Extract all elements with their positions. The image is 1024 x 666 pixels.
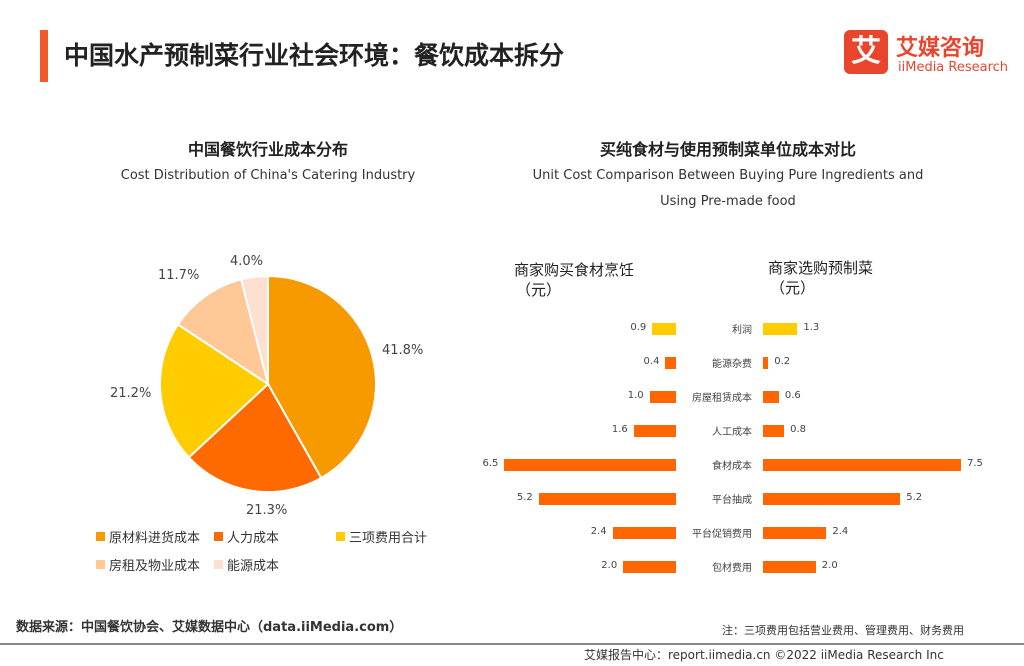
- pie-label: 21.3%: [246, 503, 288, 518]
- legend-item: 人力成本: [214, 527, 279, 546]
- pie-label: 11.7%: [158, 268, 200, 283]
- bar-right: [763, 527, 827, 539]
- bar-left: [504, 459, 676, 471]
- title-accent-bar: [40, 30, 48, 82]
- bar-right-value: 0.6: [784, 390, 801, 401]
- logo-text-en: iiMedia Research: [898, 60, 1009, 75]
- legend-label: 三项费用合计: [349, 531, 428, 546]
- left-series-unit: （元）: [516, 281, 562, 299]
- bar-left-value: 6.5: [482, 458, 499, 469]
- bar-right-value: 0.8: [790, 424, 807, 435]
- bar-left-value: 2.4: [590, 526, 607, 537]
- bar-right-value: 5.2: [906, 492, 923, 503]
- bar-left-value: 0.9: [630, 322, 647, 333]
- bar-category-label: 人工成本: [712, 427, 752, 438]
- bar-right: [763, 391, 779, 403]
- legend-label: 原材料进货成本: [109, 531, 201, 546]
- bar-right: [763, 459, 961, 471]
- pie-chart-subtitle: Cost Distribution of China's Catering In…: [120, 168, 416, 183]
- legend-item: 原材料进货成本: [96, 527, 200, 546]
- bar-right: [763, 323, 798, 335]
- bar-right: [763, 561, 816, 573]
- bar-category-label: 房屋租赁成本: [692, 393, 752, 404]
- legend-label: 人力成本: [227, 531, 280, 546]
- bar-left: [652, 323, 676, 335]
- bar-left: [612, 527, 676, 539]
- bar-right: [763, 493, 901, 505]
- bar-left: [665, 357, 676, 369]
- legend-swatch: [96, 560, 105, 569]
- pie-label: 4.0%: [230, 254, 264, 269]
- legend-item: 能源成本: [214, 555, 279, 574]
- bar-category-label: 利润: [732, 325, 752, 336]
- bar-category-label: 平台促销费用: [692, 529, 752, 540]
- legend-swatch: [214, 532, 223, 541]
- legend-swatch: [336, 532, 345, 541]
- footer-report: 艾媒报告中心：report.iimedia.cn ©2022 iiMedia R…: [584, 648, 944, 662]
- bar-category-label: 能源杂费: [712, 359, 752, 370]
- legend-item: 房租及物业成本: [96, 555, 200, 574]
- bar-left-value: 2.0: [601, 560, 618, 571]
- bar-left-value: 1.0: [627, 390, 644, 401]
- footer-divider: [0, 643, 1024, 645]
- pie-chart: [159, 274, 377, 493]
- pie-label: 21.2%: [110, 386, 152, 401]
- legend-swatch: [214, 560, 223, 569]
- legend-label: 房租及物业成本: [109, 559, 201, 574]
- logo-icon: 艾: [844, 30, 888, 74]
- bar-right: [763, 425, 785, 437]
- bar-right: [763, 357, 769, 369]
- right-series-unit: （元）: [770, 279, 816, 297]
- bar-left: [623, 561, 676, 573]
- bar-right-value: 0.2: [774, 356, 791, 367]
- logo-text-cn: 艾媒咨询: [896, 36, 985, 61]
- bar-left: [633, 425, 676, 437]
- pie-slice: [176, 278, 270, 387]
- pie-label: 41.8%: [382, 343, 424, 358]
- page-title: 中国水产预制菜行业社会环境：餐饮成本拆分: [64, 41, 565, 70]
- bar-left-value: 0.4: [643, 356, 660, 367]
- bar-left: [538, 493, 676, 505]
- pie-slice: [159, 323, 270, 459]
- bar-chart-subtitle-2: Using Pre-made food: [660, 194, 796, 209]
- pie-slice: [187, 382, 323, 493]
- left-series-name: 商家购买食材烹饪: [514, 261, 635, 279]
- pie-slice: [267, 274, 377, 480]
- data-source: 数据来源：中国餐饮协会、艾媒数据中心（data.iiMedia.com）: [16, 620, 403, 635]
- right-series-name: 商家选购预制菜: [768, 259, 874, 277]
- bar-right-value: 7.5: [967, 458, 983, 469]
- bar-left: [649, 391, 676, 403]
- pie-chart-title: 中国餐饮行业成本分布: [187, 140, 348, 159]
- bar-left-value: 5.2: [516, 492, 533, 503]
- bar-category-label: 食材成本: [712, 461, 752, 472]
- legend-item: 三项费用合计: [336, 527, 427, 546]
- bar-right-value: 1.3: [803, 322, 820, 333]
- footnote: 注：三项费用包括营业费用、管理费用、财务费用: [722, 624, 964, 637]
- legend-swatch: [96, 532, 105, 541]
- bar-category-label: 平台抽成: [712, 495, 752, 506]
- bar-category-label: 包材费用: [712, 563, 752, 574]
- legend-label: 能源成本: [227, 559, 280, 574]
- bar-chart-title: 买纯食材与使用预制菜单位成本对比: [599, 140, 856, 159]
- bar-right-value: 2.4: [832, 526, 849, 537]
- bar-left-value: 1.6: [611, 424, 628, 435]
- bar-chart-subtitle-1: Unit Cost Comparison Between Buying Pure…: [532, 168, 924, 183]
- bar-right-value: 2.0: [821, 560, 838, 571]
- pie-slice: [239, 274, 269, 385]
